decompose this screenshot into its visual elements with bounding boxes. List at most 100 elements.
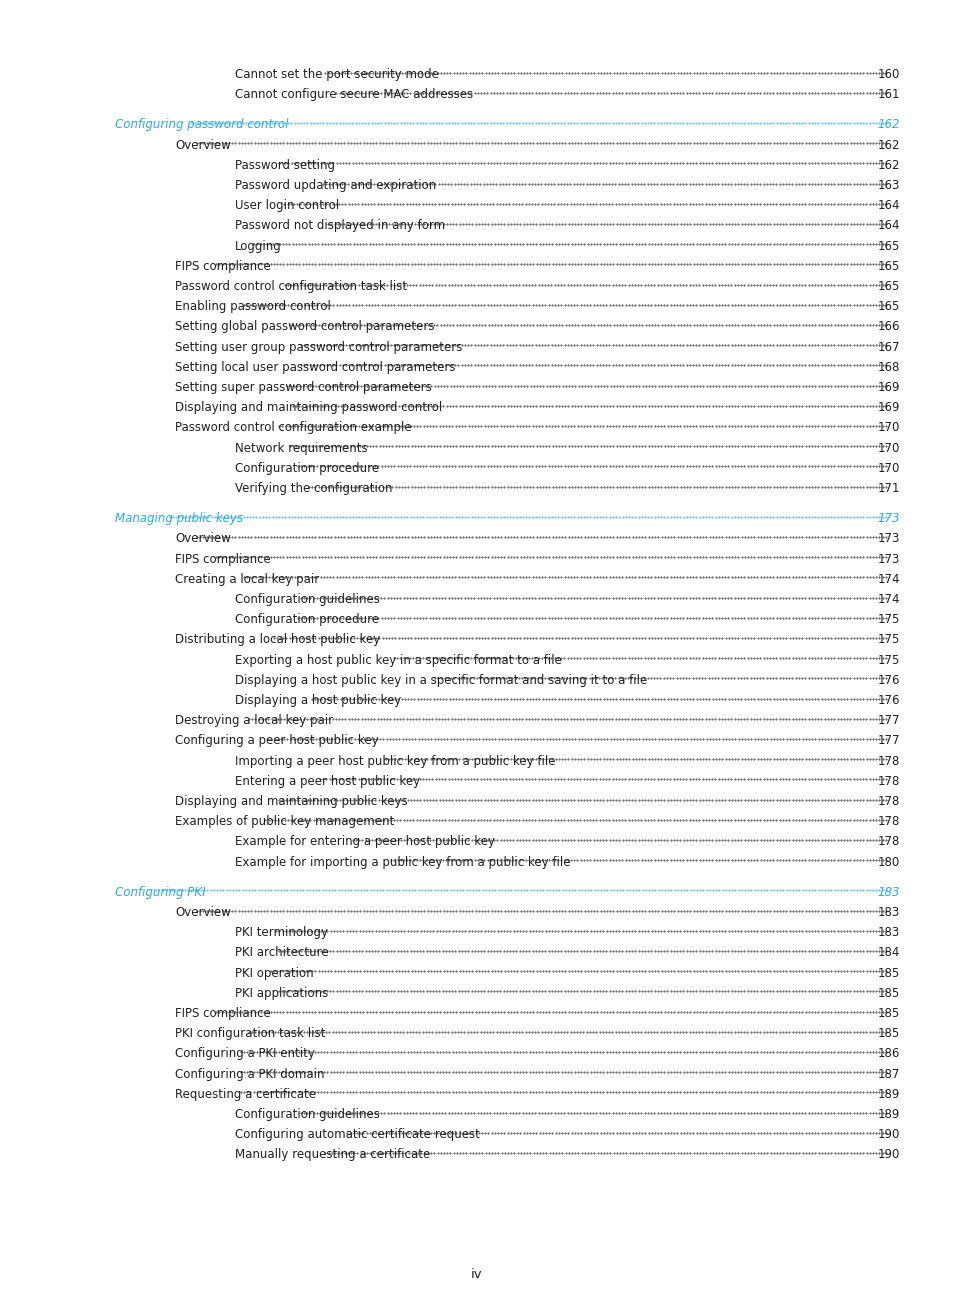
Text: Configuring password control: Configuring password control — [115, 118, 288, 131]
Text: 189: 189 — [877, 1087, 899, 1100]
Text: 185: 185 — [877, 967, 899, 980]
Text: 183: 183 — [877, 927, 899, 940]
Text: 180: 180 — [877, 855, 899, 868]
Text: Exporting a host public key in a specific format to a file: Exporting a host public key in a specifi… — [234, 653, 561, 666]
Text: Examples of public key management: Examples of public key management — [174, 815, 394, 828]
Text: 184: 184 — [877, 946, 899, 959]
Text: 162: 162 — [877, 118, 899, 131]
Text: Configuring a PKI domain: Configuring a PKI domain — [174, 1068, 324, 1081]
Text: 170: 170 — [877, 442, 899, 455]
Text: Distributing a local host public key: Distributing a local host public key — [174, 634, 380, 647]
Text: User login control: User login control — [234, 200, 339, 213]
Text: 176: 176 — [877, 693, 899, 708]
Text: 173: 173 — [877, 552, 899, 565]
Text: Configuring PKI: Configuring PKI — [115, 885, 206, 899]
Text: PKI operation: PKI operation — [234, 967, 314, 980]
Text: 162: 162 — [877, 139, 899, 152]
Text: 165: 165 — [877, 301, 899, 314]
Text: 187: 187 — [877, 1068, 899, 1081]
Text: 161: 161 — [877, 88, 899, 101]
Text: 183: 183 — [877, 906, 899, 919]
Text: PKI architecture: PKI architecture — [234, 946, 328, 959]
Text: 178: 178 — [877, 794, 899, 807]
Text: 173: 173 — [877, 533, 899, 546]
Text: Configuration procedure: Configuration procedure — [234, 613, 378, 626]
Text: Manually requesting a certificate: Manually requesting a certificate — [234, 1148, 430, 1161]
Text: 190: 190 — [877, 1129, 899, 1142]
Text: 178: 178 — [877, 815, 899, 828]
Text: Displaying a host public key in a specific format and saving it to a file: Displaying a host public key in a specif… — [234, 674, 646, 687]
Text: 170: 170 — [877, 421, 899, 434]
Text: 175: 175 — [877, 634, 899, 647]
Text: 173: 173 — [877, 512, 899, 525]
Text: Managing public keys: Managing public keys — [115, 512, 243, 525]
Text: Configuring a peer host public key: Configuring a peer host public key — [174, 735, 378, 748]
Text: Password setting: Password setting — [234, 159, 335, 172]
Text: Overview: Overview — [174, 906, 231, 919]
Text: FIPS compliance: FIPS compliance — [174, 259, 271, 272]
Text: Example for entering a peer host public key: Example for entering a peer host public … — [234, 836, 495, 849]
Text: 189: 189 — [877, 1108, 899, 1121]
Text: Cannot configure secure MAC addresses: Cannot configure secure MAC addresses — [234, 88, 473, 101]
Text: 175: 175 — [877, 613, 899, 626]
Text: 160: 160 — [877, 67, 899, 80]
Text: Creating a local key pair: Creating a local key pair — [174, 573, 319, 586]
Text: Configuring a PKI entity: Configuring a PKI entity — [174, 1047, 314, 1060]
Text: Overview: Overview — [174, 139, 231, 152]
Text: 176: 176 — [877, 674, 899, 687]
Text: FIPS compliance: FIPS compliance — [174, 552, 271, 565]
Text: 186: 186 — [877, 1047, 899, 1060]
Text: PKI configuration task list: PKI configuration task list — [174, 1028, 325, 1041]
Text: Entering a peer host public key: Entering a peer host public key — [234, 775, 419, 788]
Text: 174: 174 — [877, 594, 899, 607]
Text: Configuration procedure: Configuration procedure — [234, 461, 378, 474]
Text: 165: 165 — [877, 280, 899, 293]
Text: 162: 162 — [877, 159, 899, 172]
Text: Destroying a local key pair: Destroying a local key pair — [174, 714, 333, 727]
Text: FIPS compliance: FIPS compliance — [174, 1007, 271, 1020]
Text: Setting local user password control parameters: Setting local user password control para… — [174, 360, 455, 373]
Text: 168: 168 — [877, 360, 899, 373]
Text: 166: 166 — [877, 320, 899, 333]
Text: Setting global password control parameters: Setting global password control paramete… — [174, 320, 434, 333]
Text: Logging: Logging — [234, 240, 281, 253]
Text: Password control configuration task list: Password control configuration task list — [174, 280, 407, 293]
Text: 190: 190 — [877, 1148, 899, 1161]
Text: 167: 167 — [877, 341, 899, 354]
Text: 169: 169 — [877, 402, 899, 415]
Text: Importing a peer host public key from a public key file: Importing a peer host public key from a … — [234, 754, 555, 767]
Text: Configuring automatic certificate request: Configuring automatic certificate reques… — [234, 1129, 479, 1142]
Text: Password updating and expiration: Password updating and expiration — [234, 179, 436, 192]
Text: 175: 175 — [877, 653, 899, 666]
Text: 178: 178 — [877, 754, 899, 767]
Text: Displaying and maintaining public keys: Displaying and maintaining public keys — [174, 794, 407, 807]
Text: PKI applications: PKI applications — [234, 986, 328, 999]
Text: Overview: Overview — [174, 533, 231, 546]
Text: Network requirements: Network requirements — [234, 442, 367, 455]
Text: 171: 171 — [877, 482, 899, 495]
Text: Enabling password control: Enabling password control — [174, 301, 331, 314]
Text: 177: 177 — [877, 735, 899, 748]
Text: 185: 185 — [877, 986, 899, 999]
Text: 178: 178 — [877, 836, 899, 849]
Text: iv: iv — [471, 1267, 482, 1280]
Text: Displaying a host public key: Displaying a host public key — [234, 693, 401, 708]
Text: 163: 163 — [877, 179, 899, 192]
Text: Setting super password control parameters: Setting super password control parameter… — [174, 381, 432, 394]
Text: 174: 174 — [877, 573, 899, 586]
Text: Requesting a certificate: Requesting a certificate — [174, 1087, 315, 1100]
Text: 165: 165 — [877, 259, 899, 272]
Text: Configuration guidelines: Configuration guidelines — [234, 1108, 379, 1121]
Text: Displaying and maintaining password control: Displaying and maintaining password cont… — [174, 402, 442, 415]
Text: 185: 185 — [877, 1007, 899, 1020]
Text: Password control configuration example: Password control configuration example — [174, 421, 411, 434]
Text: Setting user group password control parameters: Setting user group password control para… — [174, 341, 462, 354]
Text: 165: 165 — [877, 240, 899, 253]
Text: 169: 169 — [877, 381, 899, 394]
Text: PKI terminology: PKI terminology — [234, 927, 328, 940]
Text: Example for importing a public key from a public key file: Example for importing a public key from … — [234, 855, 570, 868]
Text: 164: 164 — [877, 200, 899, 213]
Text: 164: 164 — [877, 219, 899, 232]
Text: 177: 177 — [877, 714, 899, 727]
Text: 185: 185 — [877, 1028, 899, 1041]
